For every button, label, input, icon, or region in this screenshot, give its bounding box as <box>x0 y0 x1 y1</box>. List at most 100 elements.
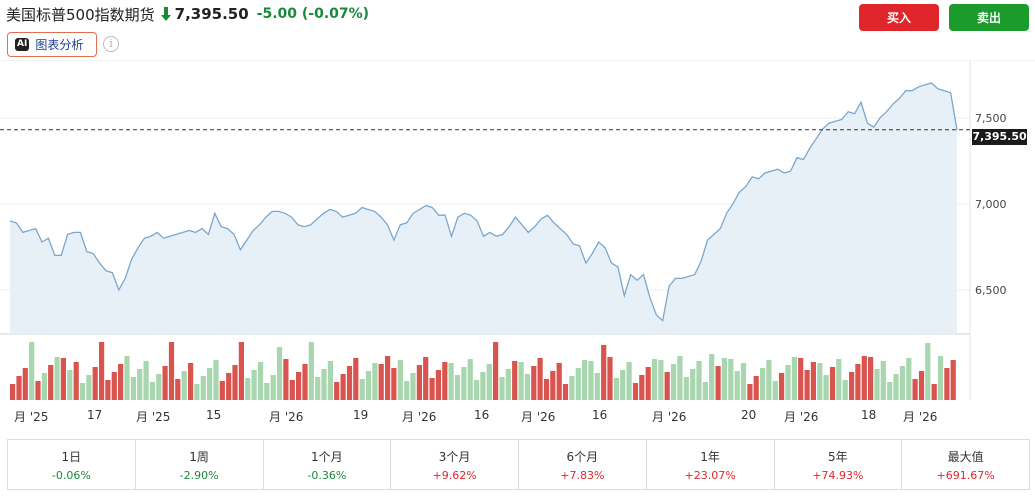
volume-bar <box>582 360 588 400</box>
volume-bar <box>556 363 562 400</box>
volume-bar <box>543 379 550 400</box>
period-label: 最大值 <box>947 449 984 464</box>
period-label: 6个月 <box>566 449 599 464</box>
volume-bar <box>168 342 175 400</box>
volume-bar <box>632 383 639 400</box>
volume-bar <box>823 375 829 400</box>
volume-bar <box>645 367 651 400</box>
quote-header: 美国标普500指数期货 7,395.50 -5.00 (-0.07%) <box>6 2 369 26</box>
sell-button[interactable]: 卖出 <box>949 4 1029 31</box>
buy-button[interactable]: 买入 <box>859 4 939 31</box>
chart-analysis-button[interactable]: AI 图表分析 <box>7 32 97 57</box>
volume-bar <box>162 366 168 400</box>
volume-bar <box>435 370 441 400</box>
volume-bar <box>378 364 384 400</box>
volume-bar <box>41 373 47 400</box>
period-change: +9.62% <box>432 468 477 482</box>
volume-bar <box>137 369 143 400</box>
volume-bar <box>264 383 270 400</box>
volume-bar <box>499 377 505 400</box>
volume-bar <box>766 360 772 400</box>
volume-bar <box>639 375 645 400</box>
period-1m[interactable]: 1个月 -0.36% <box>264 440 392 489</box>
volume-bar <box>156 374 162 400</box>
volume-bar <box>505 369 511 400</box>
period-6m[interactable]: 6个月 +7.83% <box>519 440 647 489</box>
volume-bar <box>410 373 416 400</box>
volume-bar <box>207 368 213 400</box>
volume-bar <box>73 362 79 400</box>
volume-bar <box>48 365 54 400</box>
volume-bar <box>308 342 314 400</box>
volume-bar <box>791 357 797 400</box>
y-tick-label: 6,500 <box>975 284 1007 297</box>
volume-bar <box>671 364 677 400</box>
x-tick-label: 16 <box>592 408 608 422</box>
volume-bar <box>359 379 365 400</box>
volume-bar <box>35 381 41 400</box>
volume-bar <box>467 359 473 400</box>
volume-bar <box>931 384 937 400</box>
period-change: +23.07% <box>684 468 736 482</box>
period-change: +7.83% <box>560 468 605 482</box>
volume-bar <box>804 370 810 400</box>
volume-bar <box>461 367 467 400</box>
volume-bar <box>829 367 836 400</box>
period-5y[interactable]: 5年 +74.93% <box>775 440 903 489</box>
period-label: 1年 <box>700 449 720 464</box>
volume-bar <box>950 360 956 400</box>
period-change: -2.90% <box>179 468 219 482</box>
volume-bar <box>817 363 823 400</box>
volume-bar <box>702 382 708 400</box>
x-tick-label: 月 '25 <box>136 410 171 424</box>
period-1d[interactable]: 1日 -0.06% <box>8 440 136 489</box>
volume-bar <box>92 367 98 400</box>
period-3m[interactable]: 3个月 +9.62% <box>391 440 519 489</box>
volume-bar <box>569 376 575 400</box>
volume-bar <box>562 384 569 400</box>
volume-bar <box>130 377 136 400</box>
x-tick-label: 月 '26 <box>269 410 304 424</box>
volume-bar <box>912 379 918 400</box>
volume-bar <box>321 369 327 400</box>
volume-bar <box>365 371 372 400</box>
volume-bar <box>397 360 403 400</box>
period-1y[interactable]: 1年 +23.07% <box>647 440 775 489</box>
y-tick-label: 7,000 <box>975 198 1007 211</box>
volume-bar <box>474 380 480 400</box>
x-tick-label: 20 <box>741 408 757 422</box>
volume-bar <box>416 365 422 400</box>
volume-bar <box>664 372 670 400</box>
volume-bar <box>937 356 944 400</box>
volume-bar <box>747 384 753 400</box>
volume-bar <box>887 382 893 400</box>
volume-bar <box>893 374 899 400</box>
volume-bar <box>194 384 200 400</box>
volume-bar <box>925 343 931 400</box>
current-price-tag: 7,395.50 <box>972 129 1027 145</box>
price-chart[interactable] <box>0 60 1035 405</box>
volume-bar <box>696 361 702 400</box>
x-tick-label: 17 <box>87 408 103 422</box>
volume-bar <box>798 358 804 400</box>
volume-bar <box>346 366 353 400</box>
volume-bar <box>251 370 257 400</box>
volume-bar <box>721 358 727 400</box>
volume-bar <box>740 363 747 400</box>
volume-bars <box>10 342 956 400</box>
price-line <box>9 82 958 322</box>
volume-bar <box>226 373 232 400</box>
volume-bar <box>715 366 721 400</box>
volume-bar <box>143 361 149 400</box>
volume-bar <box>607 357 613 400</box>
info-icon[interactable]: i <box>103 36 119 52</box>
period-change: -0.36% <box>307 468 347 482</box>
period-max[interactable]: 最大值 +691.67% <box>902 440 1029 489</box>
x-tick-label: 月 '26 <box>402 410 437 424</box>
volume-bar <box>734 371 740 400</box>
volume-bar <box>245 378 251 400</box>
volume-bar <box>810 362 816 400</box>
period-1w[interactable]: 1周 -2.90% <box>136 440 264 489</box>
volume-bar <box>283 359 289 400</box>
period-change: +691.67% <box>936 468 995 482</box>
